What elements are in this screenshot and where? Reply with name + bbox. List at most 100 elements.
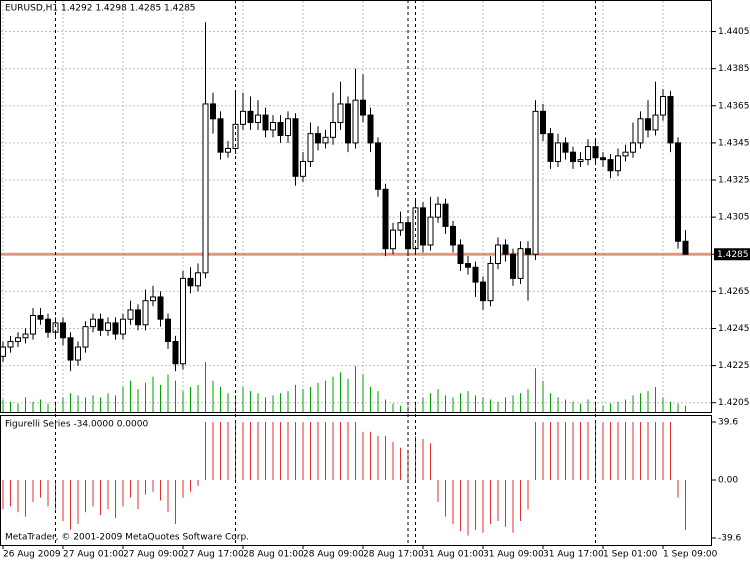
candle-body <box>360 99 366 116</box>
candle-body <box>150 296 156 302</box>
candle-body <box>240 110 246 125</box>
candle-body <box>60 322 66 339</box>
candle-body <box>307 133 314 162</box>
candle-body <box>420 207 426 246</box>
candle-body <box>112 322 119 335</box>
y2-tick-label: 39.6 <box>718 418 738 428</box>
y-tick-label: 1.4265 <box>718 287 750 297</box>
candle-body <box>285 118 291 136</box>
x-tick-label: 28 Aug 09:00 <box>303 550 364 560</box>
candle-body <box>375 142 381 190</box>
candle-body <box>495 244 501 265</box>
candle-body <box>652 114 659 131</box>
candle-body <box>555 142 561 162</box>
candle-body <box>7 340 14 348</box>
y-tick-label: 1.4365 <box>718 101 750 111</box>
candle-body <box>157 296 164 320</box>
candle-body <box>97 318 104 331</box>
candle-body <box>210 103 216 120</box>
candle-body <box>187 277 194 287</box>
candle-body <box>562 142 569 153</box>
y-tick-label: 1.4225 <box>718 361 750 371</box>
x-tick-label: 26 Aug 2009 <box>3 550 61 560</box>
candle-body <box>570 151 576 162</box>
candle-body <box>232 123 239 149</box>
x-tick-label: 1 Sep 09:00 <box>663 550 718 560</box>
x-tick-label: 31 Aug 01:00 <box>423 550 484 560</box>
candle-body <box>442 203 449 227</box>
candle-body <box>577 159 584 162</box>
x-tick-label: 31 Aug 17:00 <box>543 550 604 560</box>
candle-body <box>660 96 666 116</box>
last-price-box <box>714 248 750 261</box>
candle-body <box>622 151 629 157</box>
candle-body <box>390 229 396 250</box>
x-tick-label: 31 Aug 09:00 <box>483 550 544 560</box>
candle-body <box>322 136 329 144</box>
candle-body <box>540 110 546 135</box>
y-tick-label: 1.4245 <box>718 324 750 334</box>
candle-body <box>262 114 269 131</box>
price-panel-frame <box>0 0 712 413</box>
x-tick-label: 1 Sep 01:00 <box>603 550 658 560</box>
candle-body <box>502 244 509 255</box>
candle-body <box>300 160 306 177</box>
candle-body <box>682 240 689 255</box>
x-tick-label: 27 Aug 01:00 <box>63 550 124 560</box>
candle-body <box>330 121 336 138</box>
candle-body <box>600 157 606 161</box>
x-tick-label: 27 Aug 09:00 <box>123 550 184 560</box>
candle-body <box>90 318 96 328</box>
copyright: MetaTrader, © 2001-2009 MetaQuotes Softw… <box>5 533 249 543</box>
x-tick-label: 27 Aug 17:00 <box>183 550 244 560</box>
candle-body <box>142 300 149 326</box>
candle-body <box>382 188 389 250</box>
candle-body <box>172 340 179 365</box>
candle-body <box>615 155 621 172</box>
y-tick-label: 1.4305 <box>718 213 750 223</box>
candle-body <box>30 314 36 335</box>
candle-body <box>352 99 359 144</box>
indicator-panel-frame <box>0 415 712 546</box>
candle-body <box>637 118 644 144</box>
candle-body <box>255 114 261 123</box>
indicator-title: Figurelli Series -34.0000 0.0000 <box>5 420 148 430</box>
x-tick-label: 28 Aug 17:00 <box>363 550 424 560</box>
x-tick-label: 28 Aug 01:00 <box>243 550 304 560</box>
y-tick-label: 1.4405 <box>718 27 750 37</box>
candle-body <box>450 225 456 246</box>
candle-body <box>45 318 51 333</box>
candle-body <box>465 263 471 268</box>
y2-tick-label: -39.6 <box>718 533 742 543</box>
candle-body <box>195 272 201 287</box>
candle-body <box>67 337 74 361</box>
candle-body <box>217 118 224 153</box>
candle-body <box>202 103 209 274</box>
candle-body <box>277 121 284 136</box>
candle-body <box>427 216 434 246</box>
candle-body <box>225 147 231 153</box>
candle-body <box>37 314 44 320</box>
y2-tick-label: 0.00 <box>718 476 738 486</box>
y-tick-label: 1.4325 <box>718 176 750 186</box>
candle-body <box>180 277 186 365</box>
candle-body <box>675 142 681 242</box>
candle-body <box>517 248 524 279</box>
candle-body <box>457 244 464 265</box>
candle-body <box>315 133 321 144</box>
candle-body <box>337 103 344 123</box>
y-tick-label: 1.4205 <box>718 398 750 408</box>
candle-body <box>397 222 404 231</box>
candle-body <box>105 322 111 331</box>
candle-body <box>532 110 539 255</box>
candle-body <box>667 96 674 144</box>
candle-body <box>292 118 299 177</box>
candle-body <box>480 281 486 302</box>
candle-body <box>435 203 441 218</box>
candle-body <box>472 266 479 283</box>
candle-body <box>547 133 554 162</box>
candle-body <box>75 346 81 361</box>
candle-body <box>270 121 276 131</box>
